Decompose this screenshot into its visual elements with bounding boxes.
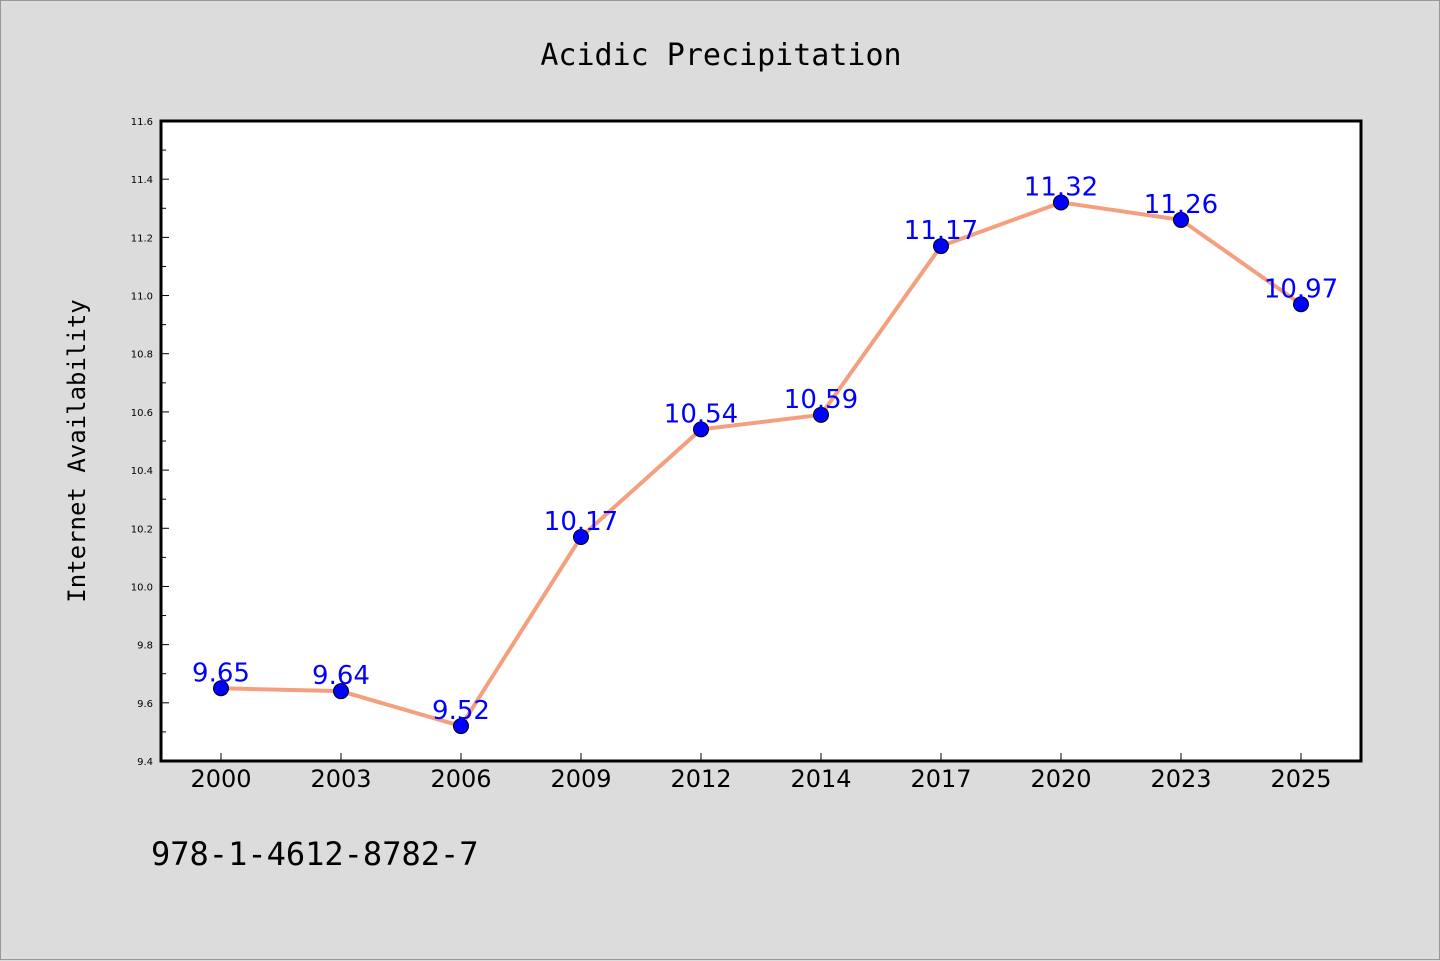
plot-area <box>159 119 1363 763</box>
data-label: 11.32 <box>1024 172 1098 202</box>
data-point <box>453 718 469 735</box>
x-tick-label: 2009 <box>550 765 611 793</box>
y-tick-label: 10.8 <box>131 350 153 361</box>
y-tick-label: 10.2 <box>131 524 153 535</box>
y-tick-label: 9.4 <box>137 757 153 768</box>
data-label: 10.17 <box>544 507 618 537</box>
x-axis: 2000 2003 2006 2009 2012 2014 2017 2020 2023 2025 <box>190 753 1332 793</box>
x-tick-label: 2017 <box>910 765 971 793</box>
series-group <box>213 194 1309 735</box>
x-tick-label: 2023 <box>1150 765 1211 793</box>
y-tick-label: 11.0 <box>131 292 153 303</box>
chart-title: Acidic Precipitation <box>540 38 901 73</box>
data-label: 11.26 <box>1144 190 1218 220</box>
data-point <box>693 421 709 438</box>
y-tick-label: 10.4 <box>131 466 153 477</box>
data-point <box>1293 296 1309 313</box>
data-point <box>933 238 949 255</box>
y-tick-label: 11.4 <box>131 175 153 186</box>
y-tick-label: 11.6 <box>131 117 153 128</box>
data-labels-group: 9.65 9.64 9.52 10.17 10.54 10.59 11.17 11.32 11.… <box>192 172 1338 726</box>
x-tick-label: 2003 <box>310 765 371 793</box>
data-point <box>573 529 589 545</box>
data-label: 9.52 <box>432 696 490 726</box>
y-tick-label: 10.6 <box>131 408 153 419</box>
y-axis: 9.4 9.6 9.8 10.0 10.2 10.4 10.6 10.8 11.0 11.2 11.… <box>131 117 169 768</box>
series-line <box>220 200 1303 729</box>
data-label: 9.64 <box>312 661 370 691</box>
y-tick-label: 9.6 <box>137 699 153 710</box>
x-tick-label: 2025 <box>1270 765 1331 793</box>
data-point <box>813 406 829 423</box>
x-tick-label: 2000 <box>190 765 251 793</box>
data-point <box>1173 211 1189 228</box>
x-tick-label: 2006 <box>430 765 491 793</box>
y-tick-label: 11.2 <box>131 233 153 244</box>
x-tick-label: 2014 <box>790 765 851 793</box>
data-label: 10.59 <box>784 385 858 415</box>
x-tick-label: 2012 <box>670 765 731 793</box>
data-point <box>333 683 349 700</box>
y-axis-label: Internet Availability <box>63 299 91 602</box>
data-point <box>213 680 229 697</box>
data-label: 9.65 <box>192 658 250 688</box>
data-point <box>1053 194 1069 211</box>
y-tick-label: 9.8 <box>137 641 153 652</box>
data-label: 11.17 <box>904 216 978 246</box>
footer-code: 978-1-4612-8782-7 <box>151 835 479 873</box>
data-label: 10.97 <box>1264 274 1338 304</box>
data-label: 10.54 <box>664 399 738 429</box>
x-tick-label: 2020 <box>1030 765 1091 793</box>
y-tick-label: 10.0 <box>131 582 153 593</box>
